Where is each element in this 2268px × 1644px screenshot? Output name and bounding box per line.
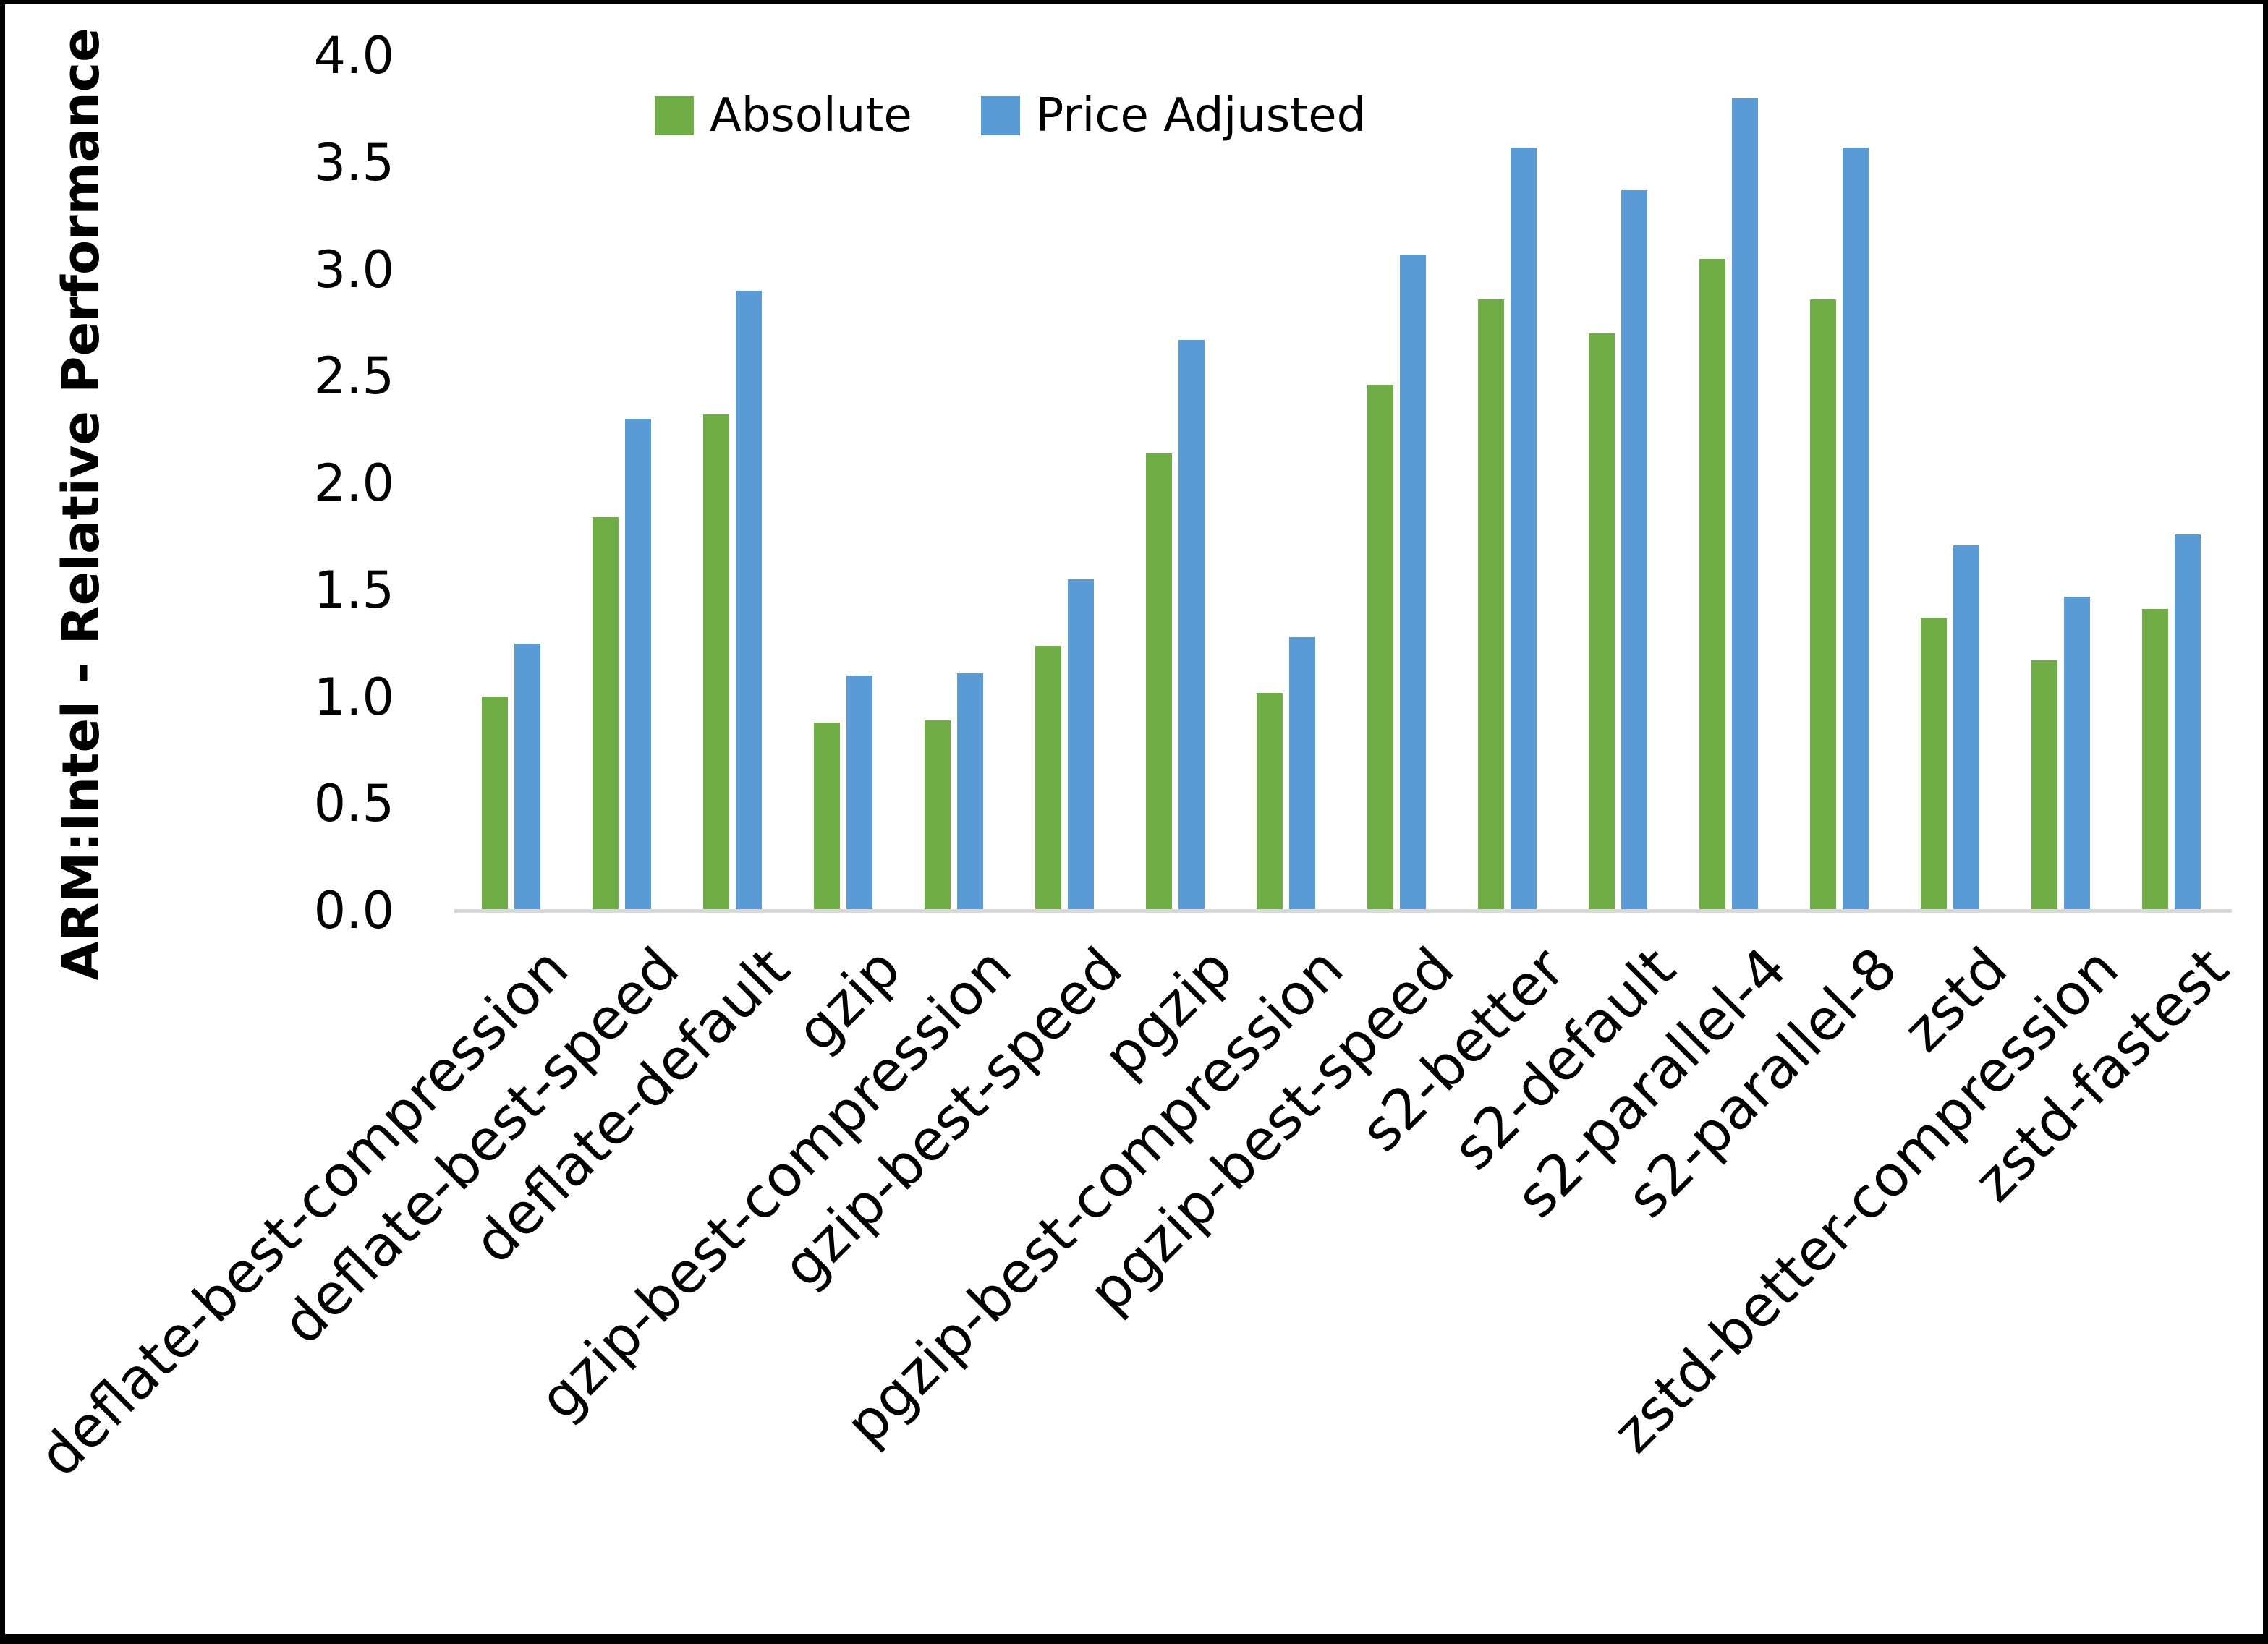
bar-absolute-gzip-best-speed	[1035, 646, 1061, 911]
legend: Absolute Price Adjusted	[655, 93, 1366, 139]
bar-absolute-s2-better	[1478, 299, 1504, 911]
bar-price-adjusted-pgzip	[1178, 340, 1205, 911]
bar-absolute-gzip	[814, 723, 840, 911]
bar-price-adjusted-pgzip-best-speed	[1400, 255, 1426, 911]
bar-price-adjusted-zstd	[1953, 545, 1979, 911]
y-tick-label: 0.5	[313, 774, 394, 833]
bar-price-adjusted-gzip	[846, 676, 872, 911]
x-axis-line	[454, 909, 2232, 913]
bar-absolute-zstd-fastest	[2142, 609, 2168, 911]
bar-price-adjusted-pgzip-best-compression	[1289, 637, 1315, 911]
bar-price-adjusted-deflate-default	[736, 291, 762, 911]
bar-absolute-zstd	[1921, 618, 1947, 911]
bar-absolute-s2-parallel-8	[1810, 299, 1836, 911]
bar-absolute-deflate-best-speed	[593, 517, 619, 911]
y-axis-title: ARM:Intel - Relative Performance	[51, 27, 111, 981]
bar-absolute-s2-parallel-4	[1699, 259, 1725, 911]
y-tick-label: 2.5	[313, 346, 394, 406]
legend-item-price-adjusted: Price Adjusted	[980, 89, 1367, 142]
y-tick-label: 1.5	[313, 561, 394, 620]
y-tick-label: 0.0	[313, 881, 394, 940]
bar-price-adjusted-deflate-best-compression	[514, 644, 540, 911]
bar-absolute-pgzip	[1146, 453, 1172, 911]
y-tick-label: 3.0	[313, 240, 394, 299]
bar-price-adjusted-gzip-best-speed	[1068, 579, 1094, 911]
bar-price-adjusted-s2-parallel-4	[1732, 98, 1758, 911]
legend-item-absolute: Absolute	[655, 93, 912, 139]
y-tick-label: 3.5	[313, 133, 394, 192]
bar-absolute-deflate-default	[703, 414, 729, 911]
bar-price-adjusted-s2-default	[1621, 190, 1647, 911]
bar-absolute-zstd-better-compression	[2031, 660, 2057, 911]
bar-price-adjusted-s2-parallel-8	[1843, 148, 1869, 911]
bar-absolute-pgzip-best-speed	[1367, 385, 1393, 911]
y-tick-label: 2.0	[313, 453, 394, 513]
bar-absolute-s2-default	[1589, 333, 1615, 911]
bar-price-adjusted-zstd-fastest	[2175, 534, 2201, 911]
bar-price-adjusted-s2-better	[1511, 148, 1537, 911]
bar-absolute-deflate-best-compression	[482, 697, 508, 911]
legend-swatch-price-adjusted-icon	[980, 96, 1020, 135]
bar-price-adjusted-zstd-better-compression	[2064, 597, 2090, 911]
y-tick-label: 1.0	[313, 668, 394, 727]
y-tick-label: 4.0	[313, 26, 394, 85]
bar-absolute-pgzip-best-compression	[1257, 693, 1283, 911]
bar-absolute-gzip-best-compression	[925, 720, 951, 911]
legend-label-price-adjusted: Price Adjusted	[1035, 89, 1367, 142]
legend-swatch-absolute-icon	[655, 96, 694, 135]
legend-label-absolute: Absolute	[710, 89, 912, 142]
bar-price-adjusted-deflate-best-speed	[625, 419, 651, 911]
bar-price-adjusted-gzip-best-compression	[957, 673, 983, 911]
